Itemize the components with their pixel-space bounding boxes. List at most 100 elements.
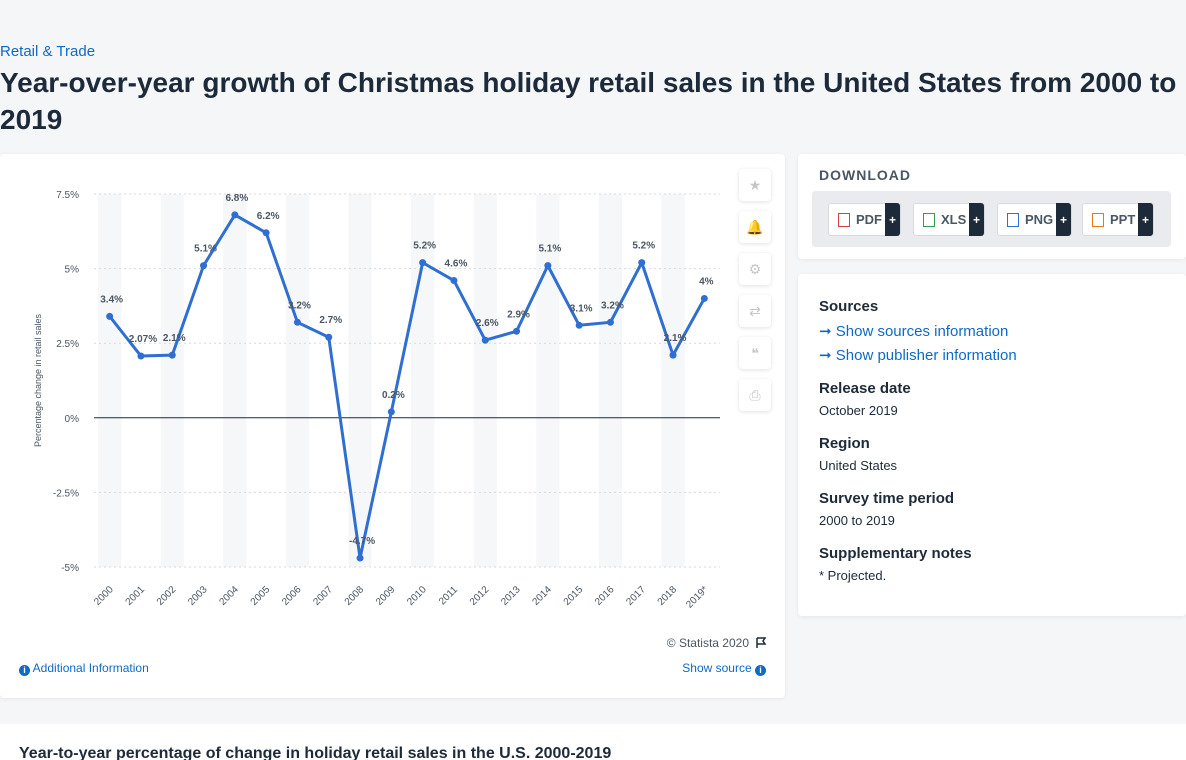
show-source-link[interactable]: Show source i	[682, 661, 766, 676]
download-png-button[interactable]: PNG +	[997, 203, 1072, 236]
favorite-star-icon[interactable]: ★	[739, 169, 771, 201]
download-xls-button[interactable]: XLS +	[913, 203, 985, 236]
data-point	[606, 318, 614, 326]
y-tick-label: 0%	[65, 414, 80, 425]
xls-file-icon	[923, 212, 935, 227]
x-tick-label: 2013	[499, 584, 523, 608]
additional-information-label: Additional Information	[32, 661, 149, 675]
data-label: 2.1%	[163, 333, 186, 344]
data-label: 3.4%	[100, 294, 123, 305]
data-point	[700, 294, 708, 302]
column-band	[473, 194, 497, 567]
x-tick-label: 2019*	[684, 584, 710, 610]
download-pdf-button[interactable]: PDF +	[828, 203, 901, 236]
data-label: 6.2%	[257, 211, 280, 222]
download-png-label: PNG	[1025, 212, 1054, 227]
plus-icon: +	[1138, 203, 1153, 236]
data-label: 3.1%	[570, 303, 593, 314]
data-point	[544, 262, 552, 270]
data-label: 5.1%	[538, 244, 561, 255]
x-tick-label: 2012	[468, 584, 492, 608]
sources-heading: Sources	[819, 298, 879, 315]
arrow-right-icon: ➞	[819, 323, 836, 340]
region-heading: Region	[819, 435, 870, 452]
show-publisher-link[interactable]: ➞ Show publisher information	[819, 346, 1017, 364]
supplementary-notes-heading: Supplementary notes	[819, 545, 972, 562]
download-pdf-label: PDF	[856, 212, 882, 227]
data-point	[168, 351, 176, 359]
data-point	[106, 312, 114, 320]
download-ppt-button[interactable]: PPT +	[1082, 203, 1154, 236]
data-label: 4.6%	[445, 259, 468, 270]
survey-period-value: 2000 to 2019	[819, 513, 895, 528]
data-label: 2.6%	[476, 318, 499, 329]
data-point	[137, 352, 145, 360]
description-title: Year-to-year percentage of change in hol…	[19, 745, 612, 760]
x-tick-label: 2007	[311, 584, 335, 608]
supplementary-notes-value: * Projected.	[819, 568, 887, 583]
chart-card: -5% -2.5% 0% 2.5% 5% 7.5% Percentage change in…	[0, 154, 785, 698]
breadcrumb[interactable]: Retail & Trade	[0, 43, 96, 60]
column-band	[536, 194, 560, 567]
x-tick-label: 2009	[374, 584, 398, 608]
plus-icon: +	[969, 203, 984, 236]
column-band	[223, 194, 247, 567]
print-icon[interactable]: ⎙	[739, 379, 771, 411]
column-band	[98, 194, 122, 567]
info-icon: i	[755, 665, 766, 676]
download-title: DOWNLOAD	[819, 167, 911, 183]
data-point	[419, 259, 427, 267]
cite-quote-icon[interactable]: ❝	[739, 337, 771, 369]
data-point	[575, 321, 583, 329]
data-label: 2.7%	[319, 315, 342, 326]
series-line	[108, 213, 706, 560]
data-label: -4.7%	[349, 536, 375, 547]
plus-icon: +	[1056, 203, 1071, 236]
show-sources-label: Show sources information	[835, 323, 1009, 340]
data-point	[481, 336, 489, 344]
statistic-details-card: Sources ➞ Show sources information ➞ Sho…	[798, 274, 1186, 616]
data-label: 4%	[699, 276, 714, 287]
data-label: 6.8%	[225, 193, 248, 204]
x-tick-label: 2006	[280, 584, 304, 608]
column-band	[160, 194, 184, 567]
x-tick-label: 2003	[186, 584, 210, 608]
data-label: 5.2%	[413, 241, 436, 252]
additional-information-link[interactable]: i Additional Information	[19, 661, 149, 676]
region-value: United States	[819, 458, 898, 473]
x-tick-label: 2000	[92, 584, 116, 608]
x-tick-label: 2011	[437, 584, 460, 607]
share-icon[interactable]: ⇄	[739, 295, 771, 327]
x-tick-label: 2004	[217, 584, 241, 608]
png-file-icon	[1007, 212, 1019, 227]
show-sources-link[interactable]: ➞ Show sources information	[819, 322, 1008, 340]
data-label: 5.1%	[194, 244, 217, 255]
data-point	[513, 327, 521, 335]
flag-icon[interactable]	[755, 637, 767, 649]
y-axis-label: Percentage change in retail sales	[33, 313, 43, 447]
x-tick-label: 2014	[530, 584, 554, 608]
y-tick-label: -5%	[61, 563, 79, 574]
data-label: 5.2%	[632, 241, 655, 252]
data-point	[231, 211, 239, 219]
description-card: Year-to-year percentage of change in hol…	[0, 724, 1186, 760]
x-tick-label: 2017	[624, 584, 648, 608]
download-card: DOWNLOAD PDF + XLS + PNG + PPT +	[798, 154, 1186, 259]
data-label: 2.1%	[664, 333, 687, 344]
x-tick-label: 2010	[405, 584, 429, 608]
x-tick-label: 2002	[155, 584, 179, 608]
data-label: 2.9%	[507, 309, 530, 320]
settings-gear-icon[interactable]: ⚙	[739, 253, 771, 285]
data-point	[356, 554, 364, 562]
y-tick-label: 5%	[65, 265, 80, 276]
page-title: Year-over-year growth of Christmas holid…	[0, 67, 1177, 135]
data-point	[387, 408, 395, 416]
info-icon: i	[19, 665, 30, 676]
data-point	[293, 318, 301, 326]
notification-bell-icon[interactable]: 🔔	[739, 211, 771, 243]
data-point	[450, 277, 458, 285]
column-band	[285, 194, 310, 567]
arrow-right-icon: ➞	[819, 347, 836, 364]
data-point	[669, 351, 677, 359]
x-tick-label: 2015	[562, 584, 586, 608]
